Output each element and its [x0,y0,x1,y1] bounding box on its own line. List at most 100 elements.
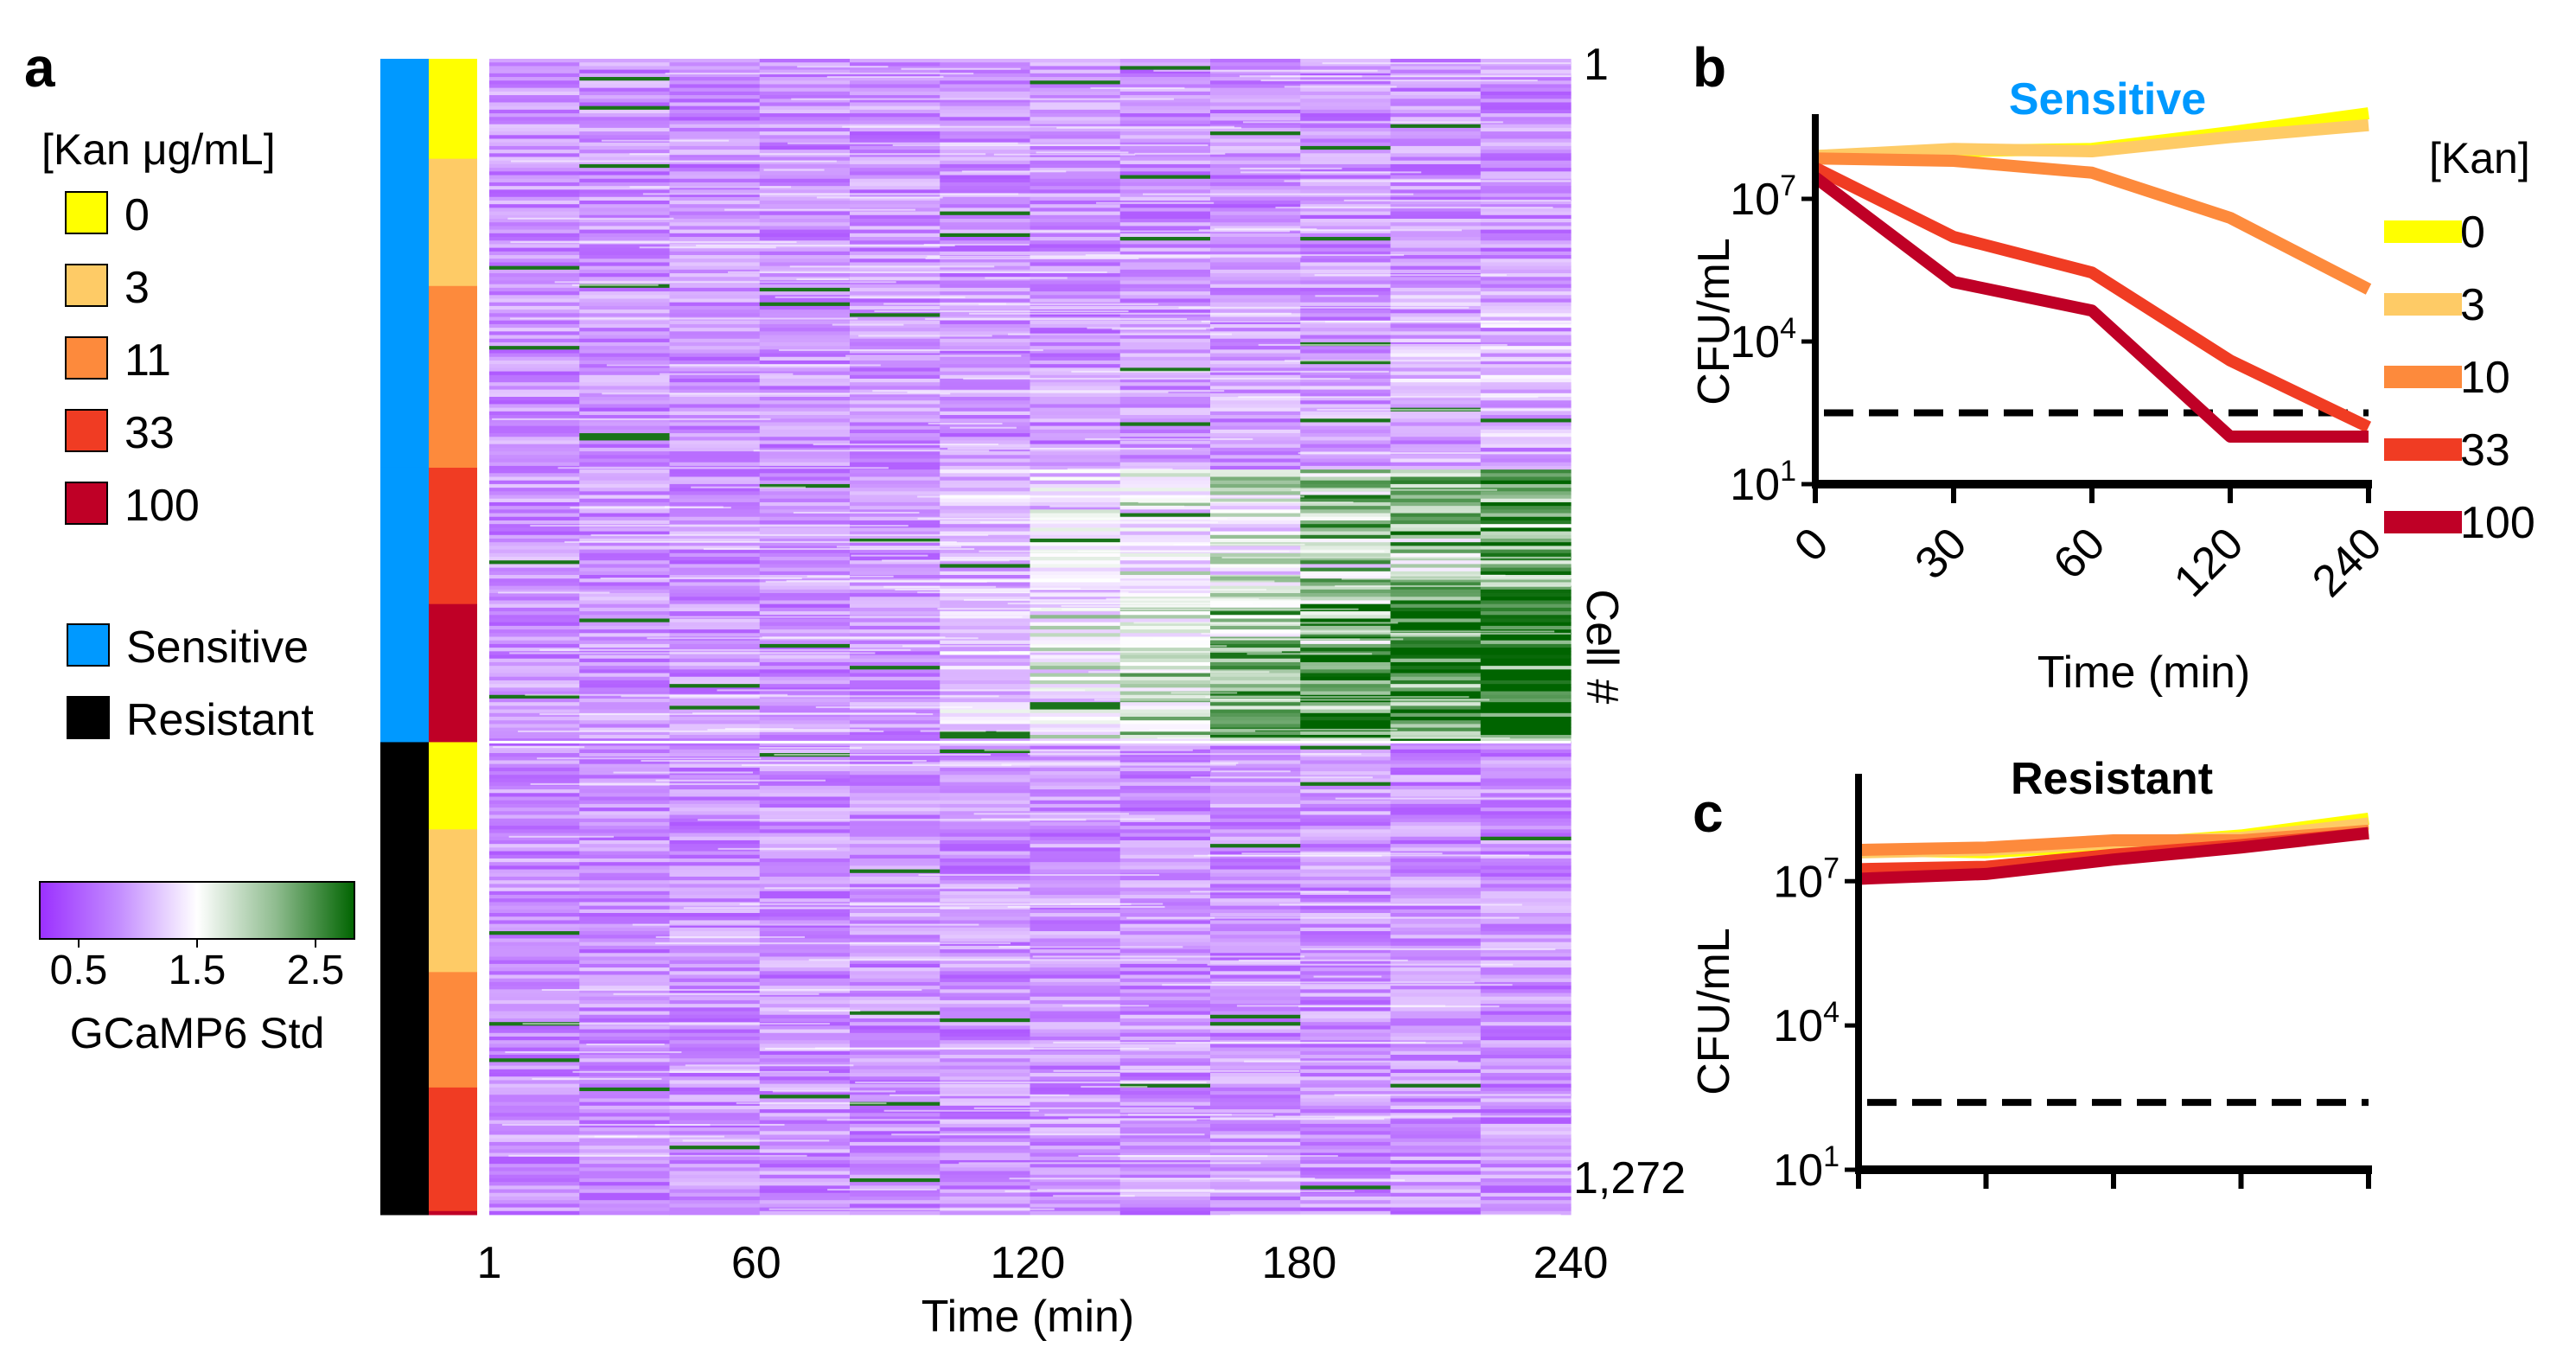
heatmap-cell [940,622,1031,627]
heatmap-cell [1390,560,1482,565]
heatmap-cell [1119,422,1211,427]
heatmap-cell [1030,1174,1121,1179]
heatmap-cell [1030,796,1121,801]
heatmap-streak [764,887,1018,890]
heatmap-cell [1210,1149,1301,1153]
heatmap-cell [759,862,851,866]
heatmap-cell [1390,1159,1482,1165]
heatmap-cell [759,1149,851,1153]
heatmap-cell [579,986,671,990]
heatmap-cell [669,84,761,89]
heatmap-cell [759,193,851,198]
heatmap-cell [759,473,851,477]
heatmap-cell [1210,905,1301,910]
heatmap-cell [1480,735,1572,739]
heatmap-cell [1210,1134,1301,1139]
heatmap-cell [1119,1029,1211,1034]
heatmap-cell [579,589,671,594]
heatmap-cell [1119,1185,1211,1190]
heatmap-cell [1480,418,1572,423]
heatmap-cell [940,411,1031,416]
heatmap-streak [683,907,970,910]
heatmap-cell [669,193,761,198]
heatmap-cell [1210,807,1301,812]
heatmap-cell [669,1159,761,1165]
heatmap-cell [759,865,851,870]
heatmap-cell [759,142,851,147]
heatmap-cell [940,305,1031,310]
heatmap-cell [669,869,761,874]
heatmap-streak [571,284,659,286]
heatmap [489,59,1572,1216]
heatmap-cell [579,182,671,187]
heatmap-cell [669,1167,761,1171]
heatmap-cell [850,724,940,729]
heatmap-cell [579,880,671,884]
heatmap-cell [489,913,580,917]
heatmap-cell [1390,469,1482,474]
heatmap-cell [850,993,940,998]
heatmap-cell [1300,531,1392,536]
heatmap-cell [1119,80,1211,85]
heatmap-cell [850,811,940,815]
heatmap-cell [1390,284,1482,289]
heatmap-cell [1210,462,1301,467]
heatmap-cell [579,844,671,848]
heatmap-streak [793,511,920,514]
heatmap-cell [759,501,851,507]
heatmap-cell [1119,1178,1211,1183]
heatmap-cell [489,724,580,729]
heatmap-cell [489,1174,580,1179]
heatmap-cell [759,1178,851,1183]
heatmap-cell [1300,1149,1392,1153]
heatmap-cell [1480,720,1572,724]
heatmap-cell [669,109,761,114]
heatmap-streak [1315,295,1379,297]
heatmap-cell [489,200,580,205]
heatmap-cell [1390,1120,1482,1125]
heatmap-streak [808,959,1177,961]
heatmap-cell [1119,498,1211,503]
heatmap-cell [1030,727,1121,732]
heatmap-cell [1390,1146,1482,1150]
heatmap-cell [940,1116,1031,1121]
heatmap-cell [579,902,671,907]
heatmap-cell [1210,661,1301,667]
heatmap-streak [1053,1069,1299,1072]
heatmap-cell [1030,854,1121,859]
heatmap-cell [1480,273,1572,278]
heatmap-cell [1480,302,1572,307]
heatmap-cell [1119,865,1211,870]
heatmap-cell [1480,546,1572,550]
heatmap-cell [1480,244,1572,249]
heatmap-cell [669,527,761,532]
heatmap-cell [1480,895,1572,899]
heatmap-cell [1480,364,1572,368]
heatmap-streak [1143,193,1414,195]
heatmap-cell [940,437,1031,441]
heatmap-cell [759,974,851,980]
heatmap-cell [1480,534,1572,539]
heatmap-cell [489,1091,580,1095]
heatmap-cell [759,611,851,616]
heatmap-streak [1275,1115,1571,1118]
heatmap-cell [489,214,580,220]
heatmap-cell [759,233,851,238]
heatmap-cell [1390,316,1482,322]
heatmap-cell [579,735,671,739]
heatmap-cell [940,367,1031,372]
heatmap-cell [1119,284,1211,289]
heatmap-cell [1210,648,1301,652]
heatmap-cell [669,1196,761,1201]
heatmap-cell [940,705,1031,710]
heatmap-cell [1480,1105,1572,1110]
heatmap-cell [850,654,940,660]
heatmap-cell [489,109,580,114]
heatmap-cell [1390,666,1482,670]
heatmap-cell [579,378,671,383]
heatmap-cell [850,444,940,449]
heatmap-cell [1030,785,1121,790]
heatmap-cell [1300,222,1392,227]
heatmap-cell [1030,858,1121,863]
heatmap-cell [1119,763,1211,769]
